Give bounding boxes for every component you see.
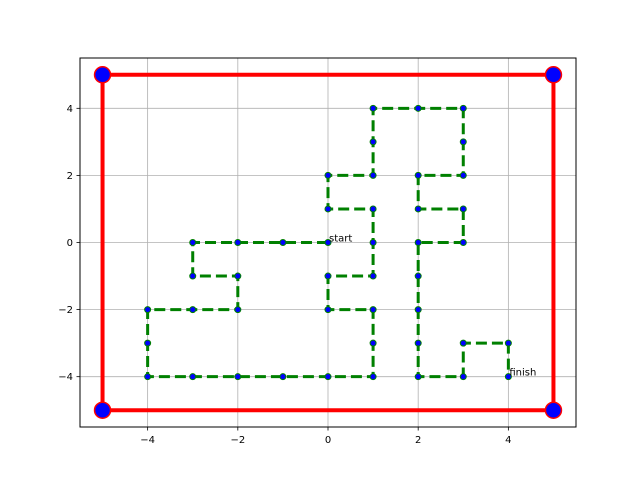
route-point bbox=[504, 373, 512, 381]
route-point bbox=[324, 171, 332, 179]
y-tick-label: −4 bbox=[58, 372, 73, 383]
route-point bbox=[189, 272, 197, 280]
x-tick-label: 2 bbox=[415, 435, 421, 446]
route-point bbox=[189, 239, 197, 246]
route-point bbox=[414, 306, 422, 314]
route-point bbox=[414, 104, 422, 112]
route-point bbox=[369, 239, 377, 246]
boundary-vertex bbox=[93, 401, 112, 419]
y-tick-label: −2 bbox=[58, 305, 73, 316]
route-point bbox=[324, 272, 332, 280]
route-point bbox=[369, 306, 377, 314]
route-point bbox=[189, 373, 197, 381]
annotation-start: start bbox=[329, 234, 352, 245]
y-tick-label: 0 bbox=[67, 238, 73, 249]
route-point bbox=[369, 104, 377, 112]
route-point bbox=[234, 272, 242, 280]
route-point bbox=[324, 239, 332, 246]
boundary-vertex bbox=[544, 401, 563, 419]
annotations: start finish bbox=[329, 234, 536, 379]
x-tick-label: 4 bbox=[505, 435, 511, 446]
route-point bbox=[144, 339, 152, 347]
route-point bbox=[369, 205, 377, 213]
route-point bbox=[414, 205, 422, 213]
route-point bbox=[414, 272, 422, 280]
route-point bbox=[504, 339, 512, 347]
x-tick-label: −4 bbox=[140, 435, 155, 446]
boundary-vertex bbox=[93, 66, 112, 84]
axis-ticks: −4 −2 0 2 4 −4 −2 0 2 4 bbox=[58, 104, 511, 446]
route-point bbox=[369, 339, 377, 347]
route-point bbox=[414, 339, 422, 347]
route-point bbox=[459, 239, 467, 246]
route-point bbox=[459, 339, 467, 347]
route-point bbox=[414, 171, 422, 179]
route-point bbox=[369, 138, 377, 146]
route-point bbox=[279, 239, 287, 246]
annotation-finish: finish bbox=[509, 368, 536, 379]
route-point bbox=[369, 272, 377, 280]
route-point bbox=[324, 373, 332, 381]
route-point bbox=[234, 239, 242, 246]
y-tick-label: 4 bbox=[67, 104, 73, 115]
route-point bbox=[414, 239, 422, 246]
route-point bbox=[144, 306, 152, 314]
route-point bbox=[324, 205, 332, 213]
route-point bbox=[459, 205, 467, 213]
route-point bbox=[414, 373, 422, 381]
x-tick-label: 0 bbox=[325, 435, 331, 446]
route-point bbox=[459, 104, 467, 112]
route-point bbox=[459, 138, 467, 146]
route-point bbox=[459, 373, 467, 381]
route-point bbox=[459, 171, 467, 179]
boundary-rectangle bbox=[93, 66, 563, 419]
boundary-vertex bbox=[544, 66, 563, 84]
route-point bbox=[234, 373, 242, 381]
route-point bbox=[234, 306, 242, 314]
y-tick-label: 2 bbox=[67, 171, 73, 182]
route-path bbox=[144, 104, 512, 381]
x-tick-label: −2 bbox=[230, 435, 245, 446]
route-point bbox=[144, 373, 152, 381]
route-point bbox=[369, 171, 377, 179]
route-point bbox=[189, 306, 197, 314]
route-point bbox=[279, 373, 287, 381]
route-point bbox=[369, 373, 377, 381]
route-point bbox=[324, 306, 332, 314]
